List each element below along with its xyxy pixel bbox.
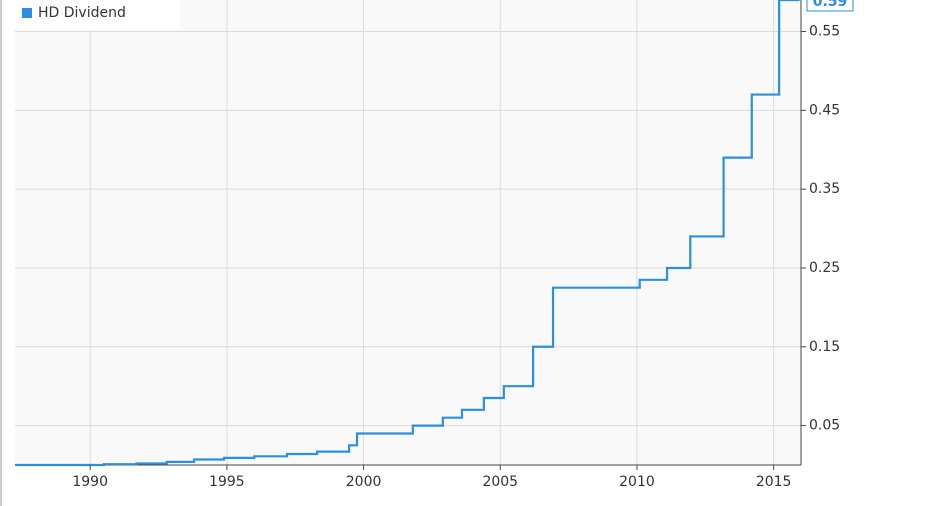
grid [15,0,801,465]
legend-label: HD Dividend [38,5,126,21]
x-tick-label: 2005 [482,474,518,490]
last-value-box [806,0,854,12]
y-tick-label: 0.15 [809,339,840,355]
last-value-label: 0.59 [813,0,848,10]
series [15,0,800,467]
y-tick-label: 0.45 [809,102,840,118]
y-tick-label: 0.35 [809,181,840,197]
x-tick-label: 2000 [346,474,382,490]
y-tick-label: 0.05 [809,418,840,434]
legend-swatch [22,8,32,18]
x-tick-label: 1995 [209,474,245,490]
plot-area [15,0,801,465]
data-line [15,0,800,467]
y-tick-label: 0.25 [809,260,840,276]
x-tick-label: 1990 [72,474,108,490]
y-tick-label: 0.55 [809,24,840,40]
legend-box [15,0,180,30]
x-tick-label: 2010 [619,474,655,490]
x-tick-label: 2015 [756,474,792,490]
